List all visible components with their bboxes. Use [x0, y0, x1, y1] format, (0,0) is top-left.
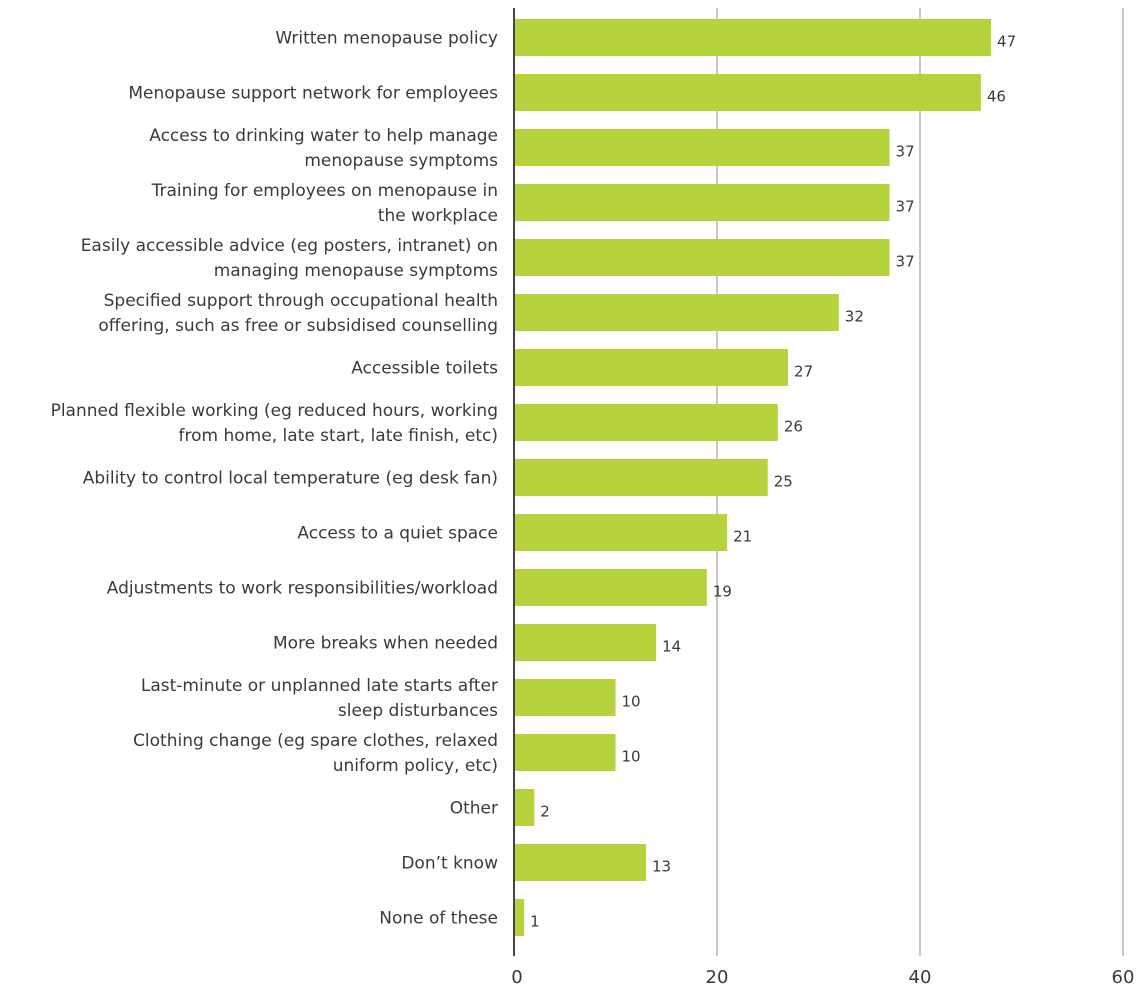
category-label: More breaks when needed [273, 634, 498, 654]
bar [515, 789, 535, 826]
bars [515, 19, 992, 936]
data-label: 47 [997, 33, 1016, 51]
data-label: 10 [622, 748, 641, 766]
bar [515, 679, 616, 716]
category-label-line: Access to a quiet space [297, 524, 498, 544]
data-label: 37 [896, 253, 915, 271]
category-label-line: sleep disturbances [338, 701, 498, 721]
category-label: Planned flexible working (eg reduced hou… [51, 401, 498, 446]
category-label-line: the workplace [378, 206, 498, 226]
category-label-line: Planned flexible working (eg reduced hou… [51, 401, 498, 421]
data-label: 14 [662, 638, 681, 656]
bar [515, 184, 890, 221]
data-label: 46 [987, 88, 1006, 106]
bar [515, 899, 525, 936]
category-label: Clothing change (eg spare clothes, relax… [133, 731, 498, 776]
data-label: 37 [896, 143, 915, 161]
category-label: Menopause support network for employees [128, 84, 498, 104]
x-tick-label: 20 [706, 967, 729, 988]
data-label: 25 [774, 473, 793, 491]
category-label: Last-minute or unplanned late starts aft… [141, 676, 498, 721]
data-label: 21 [733, 528, 752, 546]
category-label-line: Access to drinking water to help manage [149, 126, 498, 146]
category-label-line: managing menopause symptoms [214, 261, 498, 281]
category-label-line: from home, late start, late finish, etc) [179, 426, 498, 446]
data-label: 2 [540, 803, 550, 821]
category-label-line: Accessible toilets [351, 359, 498, 379]
category-label-line: Menopause support network for employees [128, 84, 498, 104]
category-label-line: offering, such as free or subsidised cou… [98, 316, 498, 336]
data-label: 13 [652, 858, 671, 876]
data-label: 26 [784, 418, 803, 436]
bar [515, 294, 839, 331]
bar [515, 129, 890, 166]
data-label: 37 [896, 198, 915, 216]
category-label-line: Don’t know [401, 854, 498, 874]
bar [515, 349, 789, 386]
category-label-line: Easily accessible advice (eg posters, in… [81, 236, 498, 256]
x-tick-label: 40 [909, 967, 932, 988]
bar [515, 239, 890, 276]
category-label-line: None of these [379, 909, 498, 929]
category-label: Other [450, 799, 498, 819]
data-labels: 47 46 37 37 37 32 27 26 25 21 19 14 10 10 2 13 1 [530, 33, 1016, 931]
category-label: Training for employees on menopause in th… [151, 181, 498, 226]
category-label: Written menopause policy [275, 29, 498, 49]
category-label-line: Other [450, 799, 498, 819]
data-label: 19 [713, 583, 732, 601]
category-label: Specified support through occupational h… [98, 291, 498, 336]
category-label-line: Specified support through occupational h… [104, 291, 498, 311]
data-label: 10 [622, 693, 641, 711]
bar [515, 19, 992, 56]
category-label-line: More breaks when needed [273, 634, 498, 654]
category-label-line: menopause symptoms [304, 151, 498, 171]
bar [515, 74, 981, 111]
category-label: Easily accessible advice (eg posters, in… [81, 236, 498, 281]
data-label: 27 [794, 363, 813, 381]
category-label: Don’t know [401, 854, 498, 874]
category-label-line: uniform policy, etc) [333, 756, 498, 776]
bar [515, 734, 616, 771]
category-label-line: Ability to control local temperature (eg… [83, 469, 498, 489]
bar [515, 514, 728, 551]
category-label-line: Written menopause policy [275, 29, 498, 49]
category-label-line: Last-minute or unplanned late starts aft… [141, 676, 498, 696]
category-label: None of these [379, 909, 498, 929]
bar [515, 844, 646, 881]
category-label: Ability to control local temperature (eg… [83, 469, 498, 489]
bar [515, 624, 657, 661]
category-label: Accessible toilets [351, 359, 498, 379]
x-tick-label: 0 [511, 967, 522, 988]
category-label-line: Adjustments to work responsibilities/wor… [107, 579, 498, 599]
category-label: Access to a quiet space [297, 524, 498, 544]
bar [515, 404, 778, 441]
bar [515, 459, 768, 496]
category-label: Access to drinking water to help manage m… [149, 126, 498, 171]
category-label: Adjustments to work responsibilities/wor… [107, 579, 498, 599]
bar [515, 569, 707, 606]
data-label: 32 [845, 308, 864, 326]
category-label-line: Training for employees on menopause in [151, 181, 498, 201]
x-tick-labels: 0 20 40 60 [511, 967, 1134, 988]
category-label-line: Clothing change (eg spare clothes, relax… [133, 731, 498, 751]
x-tick-label: 60 [1112, 967, 1135, 988]
category-labels: Written menopause policy Menopause suppor… [51, 29, 499, 929]
data-label: 1 [530, 913, 540, 931]
